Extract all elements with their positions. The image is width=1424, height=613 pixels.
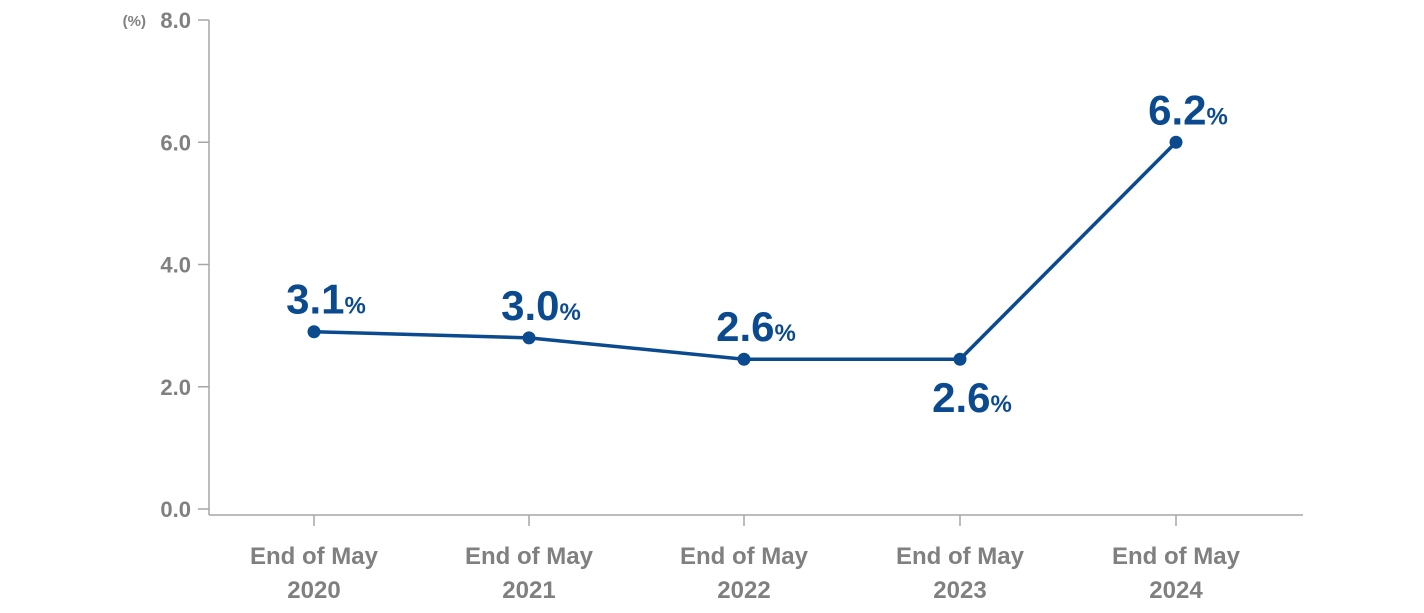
y-tick-label: 8.0 xyxy=(160,8,191,33)
data-label-value: 2.6 xyxy=(716,303,774,350)
x-tick-label: End of May 2024 xyxy=(1112,543,1241,604)
y-tick-label: 4.0 xyxy=(160,253,191,278)
data-label: 3.1% xyxy=(286,276,366,323)
data-label: 2.6% xyxy=(716,303,796,350)
x-tick-label-year: 2022 xyxy=(717,577,770,604)
x-tick-label-year: 2023 xyxy=(933,577,986,604)
y-tick-label: 6.0 xyxy=(160,130,191,155)
data-label-percent-sign: % xyxy=(991,391,1012,418)
x-tick-label: End of May 2022 xyxy=(680,543,809,604)
data-labels: 3.1% 3.0% 2.6%2.6%6.2% xyxy=(286,86,1228,421)
axes xyxy=(198,19,1303,526)
series xyxy=(307,135,1183,366)
data-point xyxy=(1169,135,1183,149)
x-tick-label-line1: End of May xyxy=(1112,543,1241,570)
data-point xyxy=(737,352,751,366)
x-tick-label: End of May 2020 xyxy=(250,543,379,604)
x-tick-label-line1: End of May xyxy=(896,543,1025,570)
data-label: 6.2% xyxy=(1148,86,1228,133)
x-tick-label-line1: End of May xyxy=(465,543,594,570)
data-point xyxy=(307,325,321,339)
data-point xyxy=(953,352,967,366)
data-label-value: 3.1 xyxy=(286,276,344,323)
x-tick-label-line1: End of May xyxy=(250,543,379,570)
data-label: 3.0% xyxy=(501,282,581,329)
x-tick-label-year: 2021 xyxy=(502,577,555,604)
data-label-value: 3.0 xyxy=(501,282,559,329)
data-label-percent-sign: % xyxy=(1207,103,1228,130)
x-tick-label-line1: End of May xyxy=(680,543,809,570)
x-tick-label: End of May 2023 xyxy=(896,543,1025,604)
data-label-value: 2.6 xyxy=(932,374,990,421)
y-tick-label: 0.0 xyxy=(160,497,191,522)
x-tick-label-year: 2020 xyxy=(287,577,340,604)
y-unit-label: (%) xyxy=(123,13,146,30)
data-label-percent-sign: % xyxy=(775,320,796,347)
data-label-percent-sign: % xyxy=(560,299,581,326)
x-tick-label-year: 2024 xyxy=(1149,577,1203,604)
data-label-value: 6.2 xyxy=(1148,86,1206,133)
y-tick-label: 2.0 xyxy=(160,375,191,400)
data-label: 2.6% xyxy=(932,374,1012,421)
data-label-percent-sign: % xyxy=(345,293,366,320)
data-point xyxy=(522,331,536,345)
x-tick-label: End of May 2021 xyxy=(465,543,594,604)
